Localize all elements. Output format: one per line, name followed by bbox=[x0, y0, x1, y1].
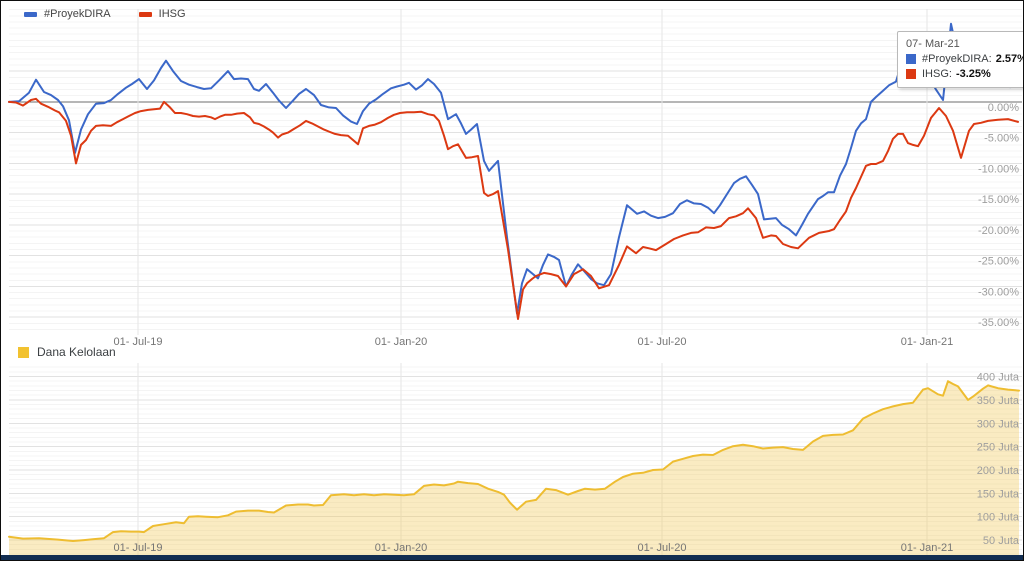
svg-text:-15.00%: -15.00% bbox=[978, 194, 1019, 206]
svg-text:01- Jul-19: 01- Jul-19 bbox=[114, 336, 163, 348]
svg-text:-20.00%: -20.00% bbox=[978, 225, 1019, 237]
svg-text:-10.00%: -10.00% bbox=[978, 163, 1019, 175]
proyekdira-tooltip-swatch-icon bbox=[906, 54, 916, 64]
top-chart-legend: #ProyekDIRA IHSG bbox=[24, 8, 186, 20]
y-axis-labels: 5.00%0.00%-5.00%-10.00%-15.00%-20.00%-25… bbox=[978, 71, 1019, 329]
minor-gridlines bbox=[9, 9, 1022, 330]
svg-text:-25.00%: -25.00% bbox=[978, 256, 1019, 268]
tooltip-value-proyekdira: 2.57% bbox=[995, 53, 1024, 65]
svg-text:01- Jan-21: 01- Jan-21 bbox=[901, 542, 954, 554]
svg-text:-35.00%: -35.00% bbox=[978, 317, 1019, 329]
ihsg-line bbox=[8, 97, 1019, 320]
svg-text:01- Jan-20: 01- Jan-20 bbox=[375, 336, 428, 348]
dana-kelolaan-area bbox=[9, 381, 1019, 555]
minor-gridlines bbox=[9, 366, 1022, 555]
svg-text:50 Juta: 50 Juta bbox=[983, 535, 1020, 547]
svg-text:150 Juta: 150 Juta bbox=[977, 488, 1020, 500]
chart-tooltip: 07- Mar-21 #ProyekDIRA: 2.57% IHSG: -3.2… bbox=[897, 31, 1024, 88]
ihsg-swatch-icon bbox=[138, 11, 152, 17]
svg-text:-5.00%: -5.00% bbox=[984, 133, 1019, 145]
tooltip-row-proyekdira: #ProyekDIRA: 2.57% bbox=[906, 53, 1024, 65]
tooltip-date: 07- Mar-21 bbox=[906, 38, 960, 50]
tooltip-value-ihsg: -3.25% bbox=[955, 68, 991, 80]
dana-kelolaan-line bbox=[8, 380, 1020, 542]
dana-kelolaan-swatch-icon bbox=[18, 346, 29, 358]
svg-text:200 Juta: 200 Juta bbox=[977, 465, 1020, 477]
tooltip-row-ihsg: IHSG: -3.25% bbox=[906, 68, 1023, 80]
svg-text:400 Juta: 400 Juta bbox=[977, 372, 1020, 384]
ihsg-tooltip-swatch-icon bbox=[906, 69, 916, 79]
tooltip-label-proyekdira: #ProyekDIRA: bbox=[922, 53, 992, 65]
svg-text:0.00%: 0.00% bbox=[988, 102, 1019, 114]
tooltip-label-ihsg: IHSG: bbox=[922, 68, 952, 80]
proyekdira-swatch-icon bbox=[24, 11, 37, 17]
svg-text:01- Jul-20: 01- Jul-20 bbox=[638, 336, 687, 348]
svg-text:01- Jan-21: 01- Jan-21 bbox=[901, 336, 954, 348]
svg-text:350 Juta: 350 Juta bbox=[977, 395, 1020, 407]
legend-label-dana-kelolaan: Dana Kelolaan bbox=[37, 345, 116, 359]
bottom-chart-legend: Dana Kelolaan bbox=[18, 345, 116, 359]
svg-text:-30.00%: -30.00% bbox=[978, 286, 1019, 298]
major-gridlines bbox=[9, 70, 1022, 318]
legend-label-proyekdira: #ProyekDIRA bbox=[44, 8, 111, 20]
svg-text:300 Juta: 300 Juta bbox=[977, 418, 1020, 430]
svg-text:01- Jan-20: 01- Jan-20 bbox=[375, 542, 428, 554]
x-axis-labels: 01- Jul-19 01- Jan-20 01- Jul-20 01- Jan-21 bbox=[114, 542, 954, 554]
svg-text:01- Jul-20: 01- Jul-20 bbox=[638, 542, 687, 554]
y-axis-labels: 400 Juta 350 Juta 300 Juta 250 Juta 200 Juta… bbox=[977, 372, 1020, 548]
date-gridlines bbox=[137, 363, 928, 555]
svg-text:250 Juta: 250 Juta bbox=[977, 442, 1020, 454]
svg-text:100 Juta: 100 Juta bbox=[977, 512, 1020, 524]
legend-label-ihsg: IHSG bbox=[158, 8, 186, 20]
svg-text:01- Jul-19: 01- Jul-19 bbox=[114, 542, 163, 554]
major-gridlines bbox=[9, 376, 1022, 541]
legend-item-proyekdira[interactable]: #ProyekDIRA bbox=[24, 8, 111, 20]
bottom-accent-bar bbox=[1, 555, 1023, 560]
aum-area-chart: 400 Juta 350 Juta 300 Juta 250 Juta 200 Juta… bbox=[8, 363, 1022, 555]
x-axis-labels: 01- Jul-19 01- Jan-20 01- Jul-20 01- Jan-21 bbox=[114, 336, 954, 348]
returns-line-chart: 5.00%0.00%-5.00%-10.00%-15.00%-20.00%-25… bbox=[8, 9, 1022, 348]
legend-item-ihsg[interactable]: IHSG bbox=[138, 8, 186, 20]
